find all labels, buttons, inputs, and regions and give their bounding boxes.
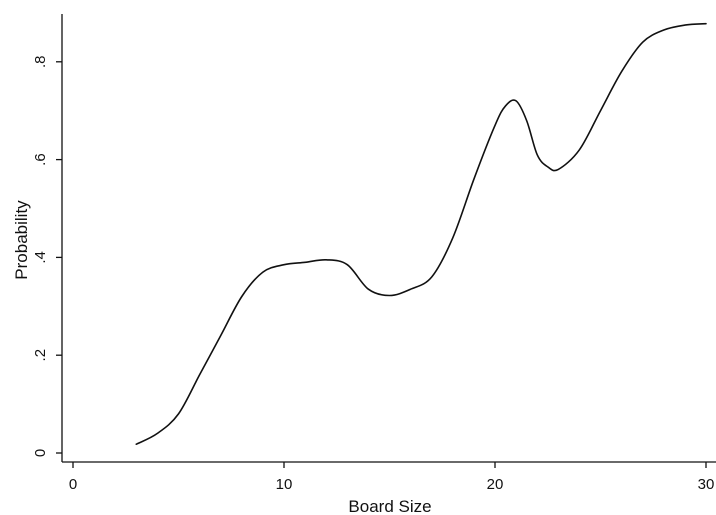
y-tick-label: .4: [32, 251, 49, 264]
y-axis-ticks: 0 .2 .4 .6 .8: [32, 56, 62, 457]
y-tick-label: .2: [32, 349, 49, 362]
x-tick-label: 20: [487, 476, 504, 493]
series-line: [135, 22, 707, 445]
x-axis-title: Board Size: [348, 497, 431, 515]
x-tick-label: 30: [698, 476, 715, 493]
y-tick-label: 0: [32, 449, 49, 457]
y-tick-label: .8: [32, 56, 49, 69]
y-axis-title: Probability: [12, 200, 31, 280]
y-tick-label: .6: [32, 153, 49, 166]
x-tick-label: 0: [69, 476, 77, 493]
x-axis-ticks: 0 10 20 30: [69, 462, 715, 493]
series-group: [135, 22, 707, 445]
x-tick-label: 10: [276, 476, 293, 493]
